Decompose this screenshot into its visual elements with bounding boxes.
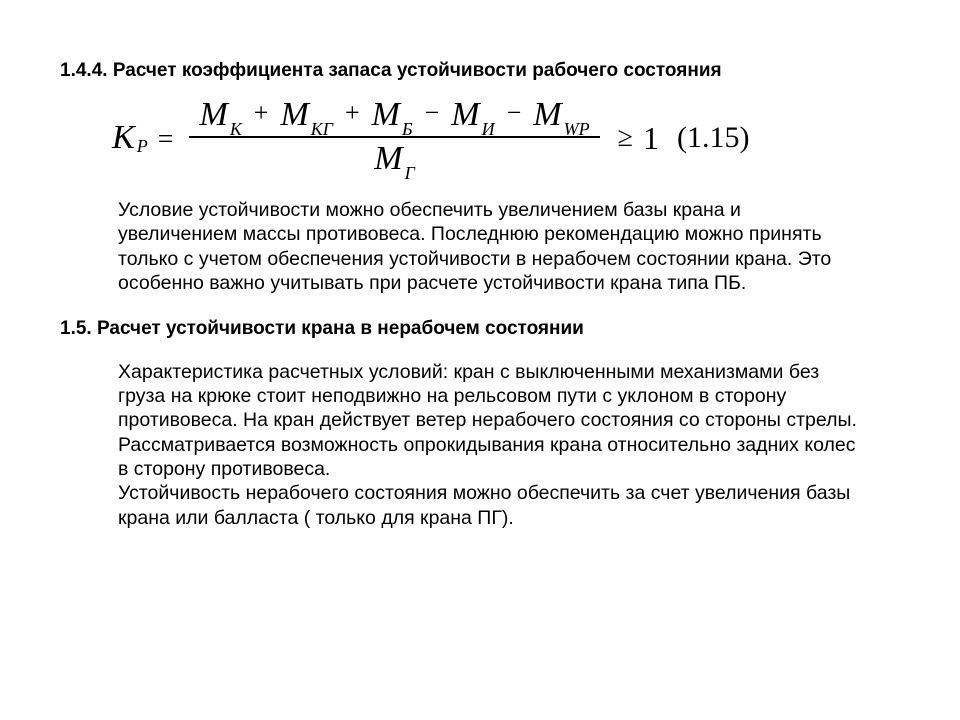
den-symbol: M xyxy=(374,140,402,178)
relation-sign: ≥ xyxy=(618,122,633,154)
term-symbol: M xyxy=(199,96,227,134)
heading-1-4-4: 1.4.4. Расчет коэффициента запаса устойч… xyxy=(60,60,900,82)
operator: + xyxy=(345,98,360,128)
term-subscript: WP xyxy=(564,119,590,140)
term-symbol: M xyxy=(533,96,561,134)
equals-sign: = xyxy=(158,124,174,156)
lhs-subscript: Р xyxy=(137,136,148,157)
denominator: M Г xyxy=(364,138,425,180)
formula-1-15: K Р = MК+MКГ+MБ−MИ−MWP M Г ≥ 1 (1.15) xyxy=(112,96,900,180)
paragraph-stability-condition: Условие устойчивости можно обеспечить ув… xyxy=(118,198,860,296)
operator: − xyxy=(425,98,440,128)
numerator: MК+MКГ+MБ−MИ−MWP xyxy=(189,96,599,138)
document-page: 1.4.4. Расчет коэффициента запаса устойч… xyxy=(0,0,960,530)
operator: + xyxy=(254,98,269,128)
den-subscript: Г xyxy=(405,163,415,184)
paragraph-non-working-state: Характеристика расчетных условий: кран с… xyxy=(118,360,870,531)
numerator-term: MКГ xyxy=(280,96,333,134)
operator: − xyxy=(507,98,522,128)
numerator-term: MWP xyxy=(533,96,589,134)
section-title: Расчет устойчивости крана в нерабочем со… xyxy=(97,318,584,339)
fraction: MК+MКГ+MБ−MИ−MWP M Г xyxy=(189,96,599,180)
denominator-term: M Г xyxy=(374,140,415,178)
formula-expression: K Р = MК+MКГ+MБ−MИ−MWP M Г ≥ 1 xyxy=(112,96,659,180)
lhs-symbol: K xyxy=(112,119,135,157)
numerator-term: MБ xyxy=(372,96,413,134)
term-subscript: И xyxy=(482,119,495,140)
section-number: 1.4.4. xyxy=(60,60,108,81)
numerator-term: MИ xyxy=(451,96,494,134)
numerator-term: MК xyxy=(199,96,241,134)
term-symbol: M xyxy=(372,96,400,134)
term-subscript: КГ xyxy=(311,119,333,140)
equation-number: (1.15) xyxy=(677,121,749,155)
section-title: Расчет коэффициента запаса устойчивости … xyxy=(113,60,722,81)
term-subscript: Б xyxy=(402,119,413,140)
term-subscript: К xyxy=(230,119,242,140)
term-symbol: M xyxy=(451,96,479,134)
section-number: 1.5. xyxy=(60,318,92,339)
rhs-value: 1 xyxy=(643,120,659,157)
term-symbol: M xyxy=(280,96,308,134)
heading-1-5: 1.5. Расчет устойчивости крана в нерабоч… xyxy=(60,318,900,340)
